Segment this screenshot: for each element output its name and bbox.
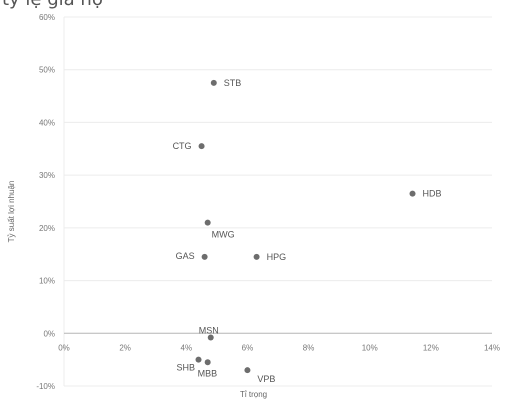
data-point <box>201 253 208 260</box>
point-label: SHB <box>177 363 196 373</box>
y-tick-label: 10% <box>39 277 55 286</box>
data-point <box>204 359 211 366</box>
x-tick-label: 12% <box>423 343 439 352</box>
point-label: HDB <box>423 189 442 199</box>
y-tick-label: 60% <box>39 13 55 22</box>
point-label: GAS <box>176 251 195 261</box>
grid-lines <box>64 16 492 387</box>
x-tick-label: 0% <box>58 343 70 352</box>
y-tick-labels: 60% 50% 40% 30% 20% 10% 0% -10% <box>36 13 55 391</box>
point-label: HPG <box>267 252 287 262</box>
x-tick-labels: 0% 2% 4% 6% 8% 10% 12% 14% <box>58 343 500 352</box>
y-tick-label: -10% <box>36 382 55 391</box>
axes <box>63 17 492 386</box>
point-label: MBB <box>198 368 218 378</box>
x-tick-label: 10% <box>362 343 378 352</box>
point-label: MSN <box>199 326 219 336</box>
point-label: VPB <box>257 374 275 384</box>
y-tick-label: 50% <box>39 66 55 75</box>
x-tick-label: 8% <box>303 343 315 352</box>
data-point <box>210 79 217 86</box>
point-label: MWG <box>212 230 235 240</box>
x-tick-label: 2% <box>119 343 131 352</box>
point-label: CTG <box>173 141 192 151</box>
data-point <box>207 334 214 341</box>
data-point <box>409 190 416 197</box>
x-axis-label: Tỉ trọng <box>240 390 267 399</box>
y-tick-label: 30% <box>39 171 55 180</box>
data-point <box>244 367 251 374</box>
header-partial-text: tỷ lệ giá nợ <box>0 0 505 12</box>
y-axis-label: Tỷ suất lợi nhuận <box>7 181 16 243</box>
point-label: STB <box>224 78 242 88</box>
y-tick-label: 0% <box>43 329 55 338</box>
data-point <box>253 253 260 260</box>
x-tick-label: 6% <box>242 343 254 352</box>
x-tick-label: 4% <box>181 343 193 352</box>
data-point <box>198 143 205 150</box>
y-tick-label: 20% <box>39 224 55 233</box>
data-point <box>195 356 202 363</box>
y-tick-label: 40% <box>39 118 55 127</box>
data-point <box>204 219 211 226</box>
x-tick-label: 14% <box>484 343 500 352</box>
